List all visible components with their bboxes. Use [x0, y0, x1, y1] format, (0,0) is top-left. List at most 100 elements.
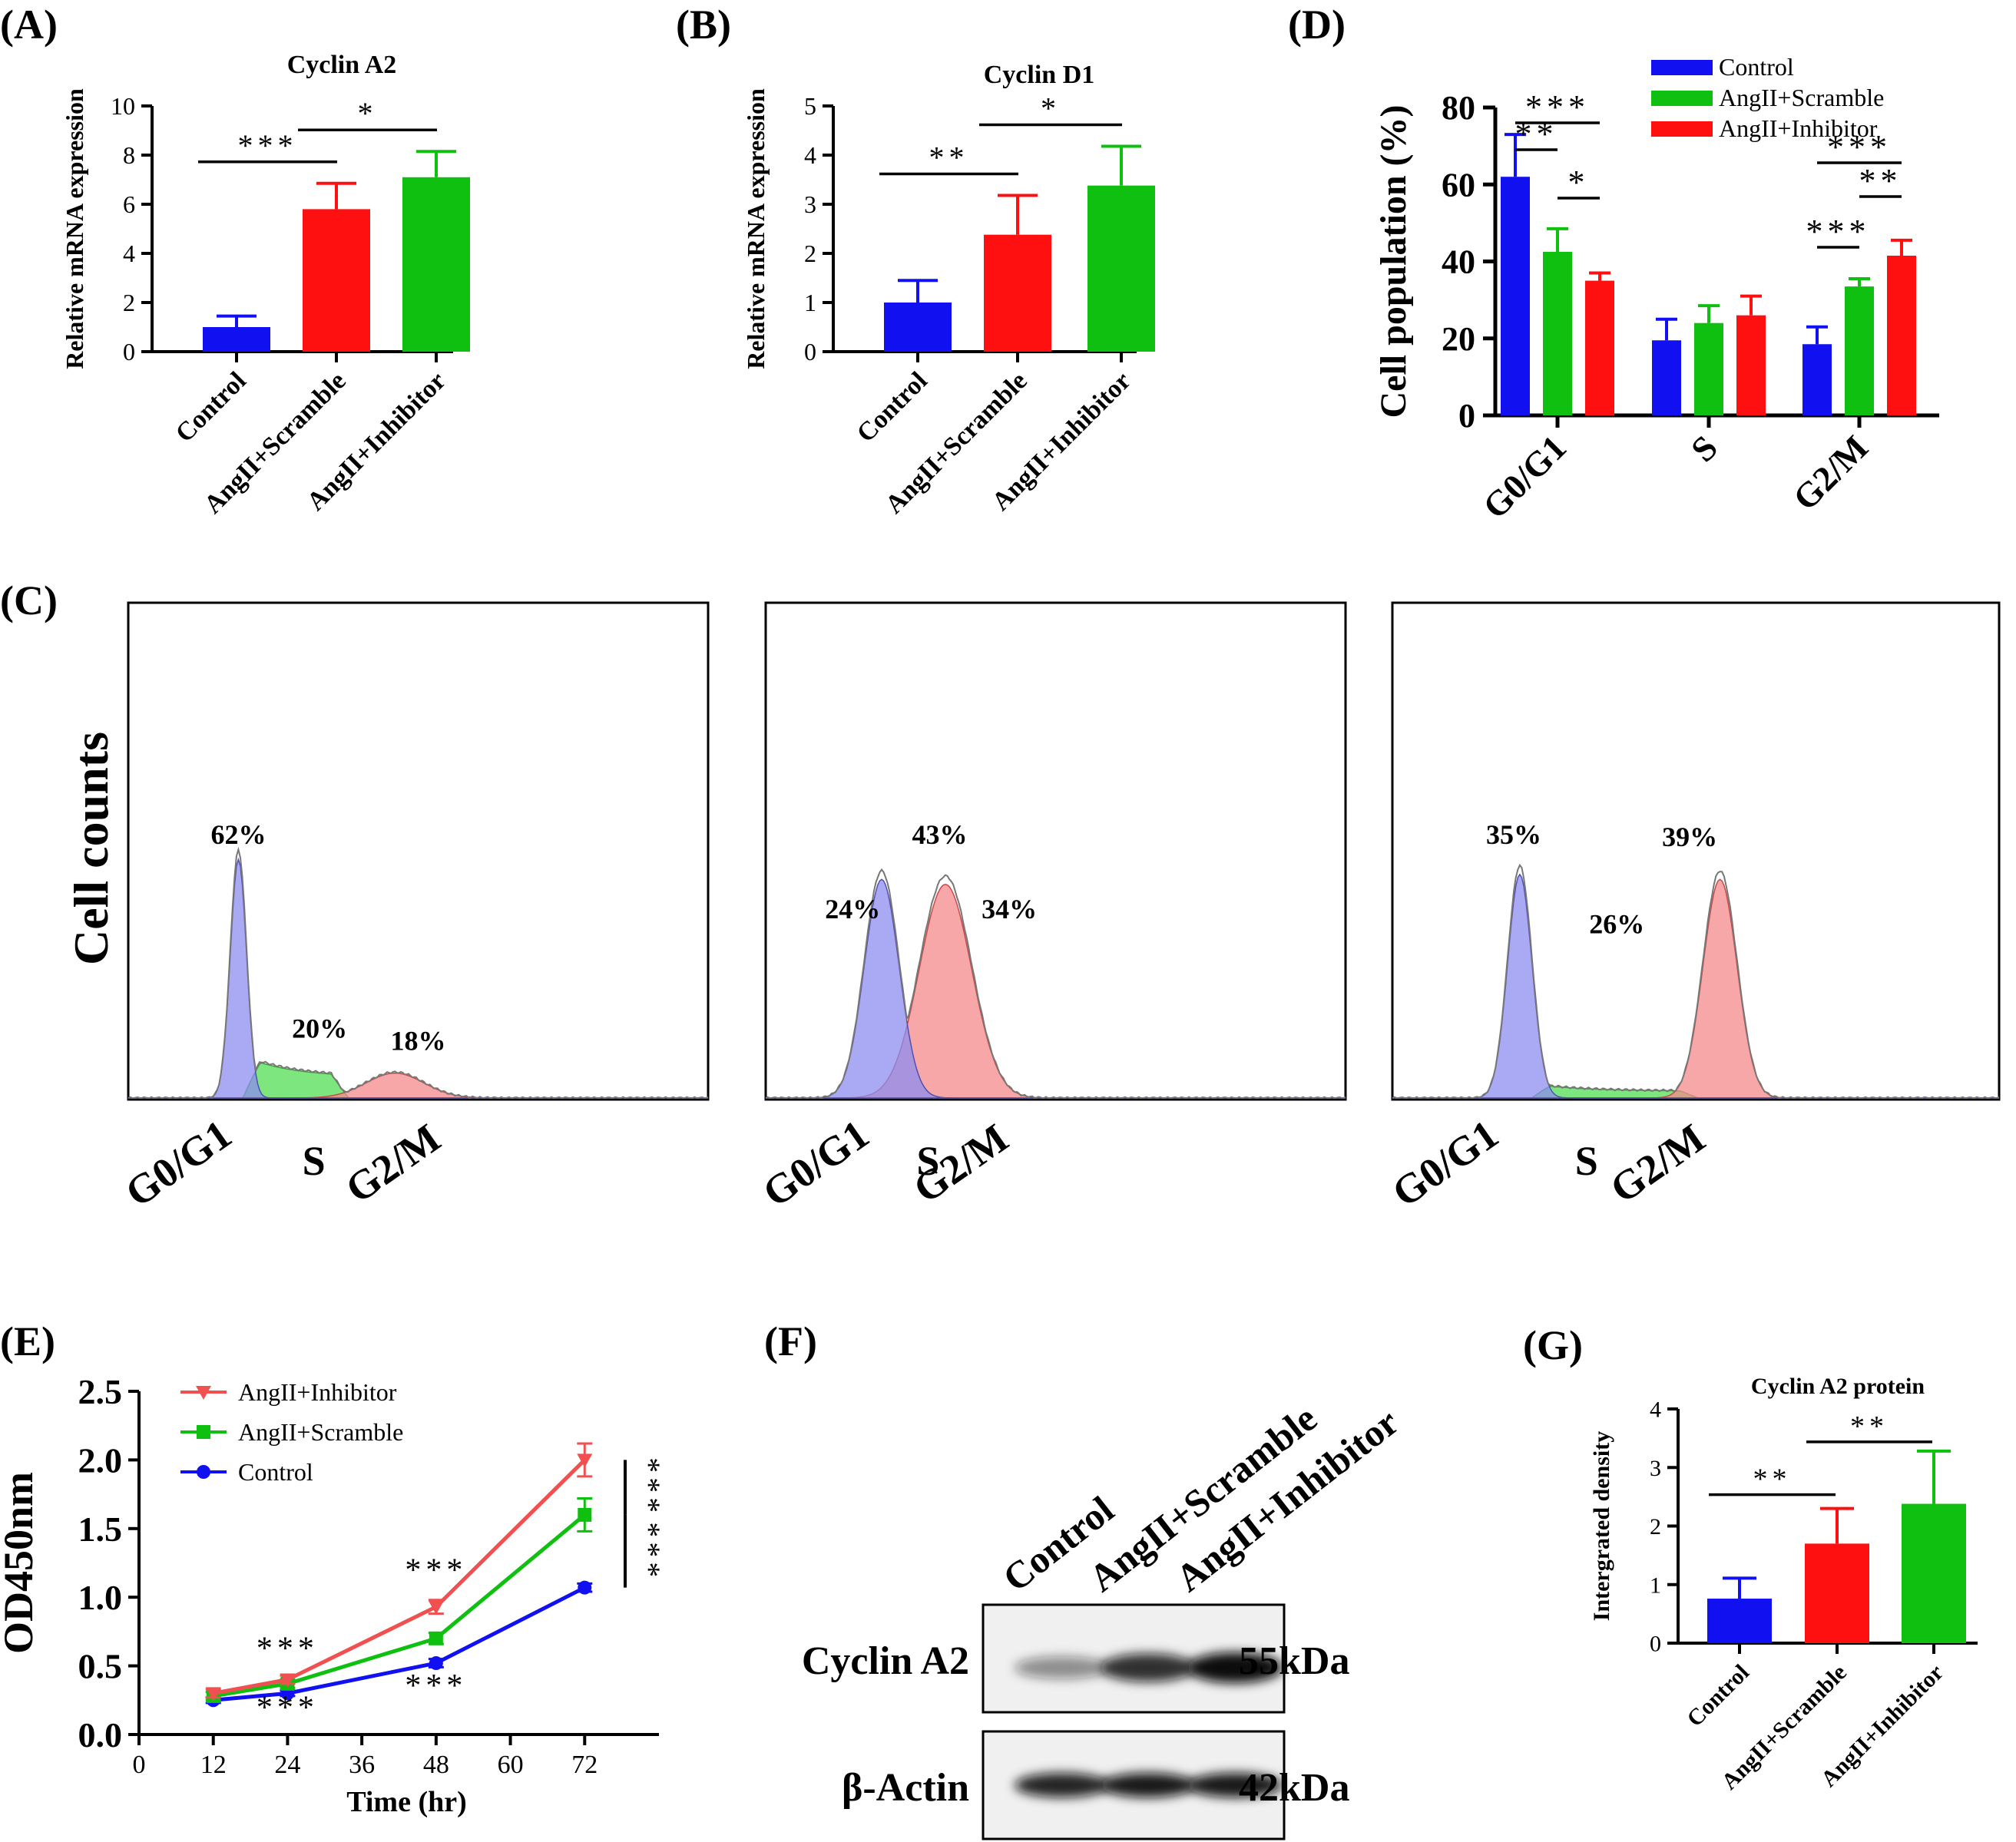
significance-label: ***: [1525, 88, 1590, 126]
panel-b: Cyclin D1 0 1 2 3 4 5 Relative mRNA expression C…: [742, 61, 1155, 519]
significance-label: ***: [1806, 213, 1871, 250]
y-tick-label: 0.0: [78, 1715, 123, 1754]
histogram-outline: [765, 868, 1346, 1100]
panel-c: Cell counts 62%20% 18%G0/G1 S G2/M43%24% 34%G…: [64, 601, 2001, 1216]
g2m-percent: 18%: [391, 1025, 446, 1056]
y-axis-label: Intergrated density: [1589, 1431, 1614, 1621]
significance-label: *: [1568, 164, 1590, 201]
bar-angii-scramble: [1805, 1543, 1869, 1643]
chart-title: Cyclin D1: [984, 61, 1095, 89]
x-label-g0g1: G0/G1: [1384, 1111, 1507, 1216]
panel-g: Cyclin A2 protein 0 1 2 3 4 Intergrated densit…: [1589, 1374, 1978, 1794]
series-line: [213, 1458, 587, 1695]
chart-title: Cyclin A2: [287, 51, 397, 79]
blot-band: [1015, 1656, 1110, 1679]
bar-angii-inhibitor: [1887, 255, 1916, 415]
significance-label: *: [358, 96, 378, 131]
y-tick-label: 20: [1442, 320, 1475, 358]
significance-label: ***: [1827, 128, 1892, 166]
bar-angii-inhibitor: [402, 177, 470, 352]
bar-angii-scramble: [1694, 322, 1723, 415]
y-tick-label: 0: [804, 338, 816, 365]
x-tick-label: 72: [571, 1751, 598, 1779]
significance-label: *: [1041, 91, 1061, 125]
significance-label: **: [929, 140, 969, 174]
data-point: [578, 1580, 592, 1595]
legend-swatch: [1651, 121, 1713, 137]
g2m-percent: 39%: [1662, 822, 1717, 852]
significance-label: **: [1753, 1463, 1792, 1496]
bar-angii-scramble: [1845, 286, 1874, 415]
x-label-s: S: [303, 1138, 326, 1184]
s-percent: 20%: [292, 1013, 347, 1043]
blot-band: [1101, 1653, 1196, 1682]
x-tick-label: Control: [1682, 1660, 1754, 1732]
legend-marker: [197, 1425, 210, 1439]
legend-swatch: [1651, 60, 1713, 75]
bar-control: [1652, 340, 1681, 415]
series-line: [213, 1586, 586, 1702]
y-tick-label: 4: [1650, 1397, 1661, 1423]
y-tick-label: 0: [123, 338, 135, 365]
legend-label: AngII+Inhibitor: [1719, 114, 1878, 142]
data-point: [429, 1656, 443, 1671]
blot-size-label: 42kDa: [1239, 1766, 1349, 1810]
y-tick-label: 80: [1442, 89, 1475, 127]
blot-size-label: 55kDa: [1239, 1639, 1349, 1683]
g2m-percent: 34%: [982, 894, 1037, 924]
bar-angii-inhibitor: [1087, 185, 1155, 352]
y-axis-label: Cell counts: [64, 732, 118, 965]
y-tick-label: 40: [1442, 243, 1475, 281]
s-percent: 26%: [1589, 908, 1644, 939]
blot-row-label: β-Actin: [842, 1766, 969, 1810]
y-tick-label: 8: [123, 141, 135, 169]
data-point: [205, 1687, 221, 1701]
y-tick-label: 1: [1650, 1572, 1661, 1598]
y-tick-label: 10: [111, 92, 135, 120]
series-angii-inhibitor: [205, 1442, 593, 1701]
y-tick-label: 3: [1650, 1456, 1661, 1481]
x-label-g2m: G2/M: [1602, 1115, 1713, 1212]
data-point: [577, 1453, 593, 1468]
x-tick-label: 12: [200, 1751, 227, 1779]
significance-label: ***: [632, 1457, 667, 1517]
histogram-angii-scramble: 43% 24% 34% G0/G1 SG2/M: [754, 601, 1347, 1216]
y-tick-label: 2: [804, 240, 816, 267]
x-tick-label: Control: [852, 366, 933, 448]
blot-band: [1187, 1652, 1283, 1683]
histogram-outline: [127, 846, 709, 1100]
g0g1-peak-area: [128, 857, 708, 1099]
y-tick-label: 3: [804, 190, 816, 218]
y-axis-label: Relative mRNA expression: [61, 88, 88, 369]
histogram-outline: [1392, 863, 2000, 1100]
legend-label: AngII+Inhibitor: [238, 1378, 397, 1406]
y-tick-label: 5: [804, 92, 816, 120]
x-axis-label: Time (hr): [346, 1786, 467, 1818]
y-tick-label: 1: [804, 289, 816, 316]
histogram-frame: [127, 601, 710, 1101]
x-tick-label: Control: [170, 366, 252, 448]
panel-e: 0.0 0.5 1.0 1.5 2.0 2.5 0 12 24 36 48 60 72 Time (hr)…: [0, 1372, 667, 1818]
histogram-angii-inhibitor: 35% 26% 39% G0/G1 S G2/M: [1384, 601, 2001, 1216]
x-label-g0g1: G0/G1: [117, 1111, 240, 1216]
bar-angii-scramble: [1543, 251, 1572, 415]
y-tick-label: 2: [1650, 1514, 1661, 1539]
y-tick-label: 0.5: [78, 1647, 123, 1686]
x-label-g2m: G2/M: [905, 1115, 1016, 1212]
legend-marker: [197, 1465, 210, 1479]
bar-control: [203, 327, 270, 352]
x-tick-label: 48: [423, 1751, 449, 1779]
significance-label: ***: [257, 1632, 319, 1667]
panel-label-f: (F): [764, 1318, 817, 1364]
y-tick-label: 2: [123, 289, 135, 316]
x-tick-label: 36: [349, 1751, 375, 1779]
bar-control: [884, 303, 952, 352]
bar-control: [1501, 177, 1530, 415]
panel-a: Cyclin A2 0 2 4 6 8 10 Relative mRNA expression…: [61, 51, 470, 519]
legend-label: Control: [238, 1458, 313, 1486]
bar-control: [1707, 1599, 1772, 1643]
bar-angii-inhibitor: [1736, 315, 1766, 415]
g0g1-percent: 43%: [912, 819, 968, 850]
